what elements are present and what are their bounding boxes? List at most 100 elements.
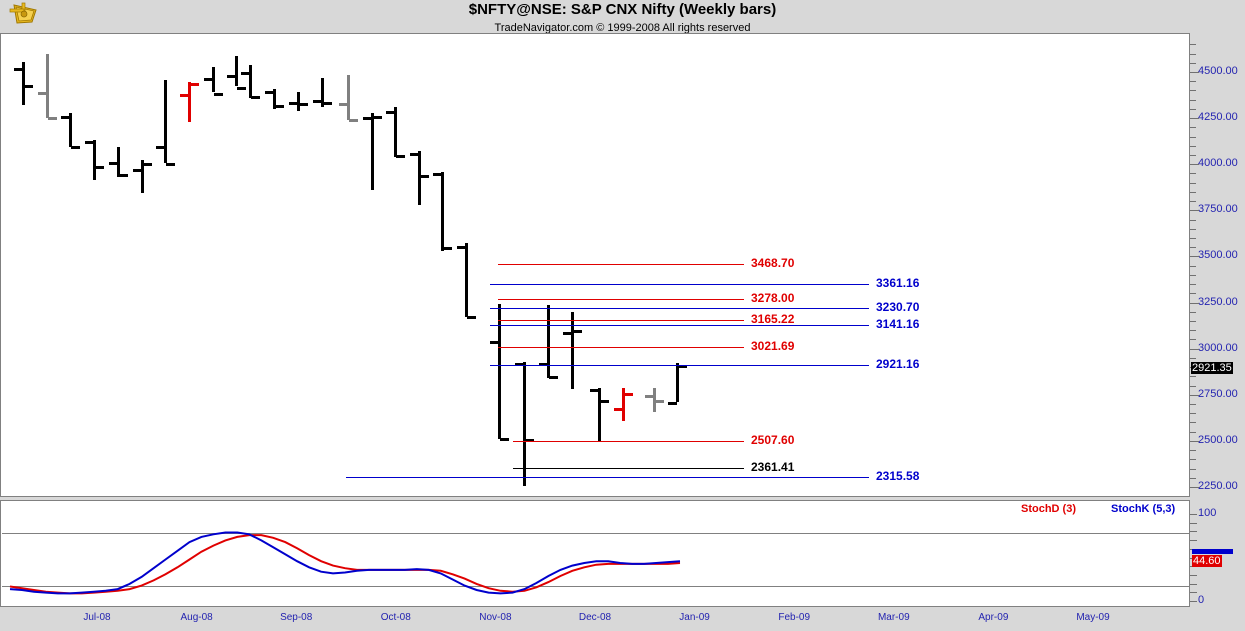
ohlc-close-tick (166, 162, 175, 166)
price-level-line[interactable] (498, 320, 744, 321)
ohlc-bar[interactable] (249, 64, 252, 98)
ohlc-open-tick (313, 99, 322, 103)
ohlc-bar[interactable] (371, 112, 374, 191)
ohlc-bar[interactable] (235, 55, 238, 86)
price-axis-tick (1190, 312, 1196, 313)
price-level-line[interactable] (498, 264, 744, 265)
ohlc-close-tick (549, 376, 558, 380)
price-axis-tick (1190, 155, 1196, 156)
price-level-label: 3165.22 (751, 312, 795, 327)
price-level-line[interactable] (490, 365, 869, 366)
ohlc-bar[interactable] (141, 159, 144, 193)
indicator-axis-tick (1190, 514, 1197, 515)
price-axis-tick (1190, 487, 1199, 488)
price-axis-tick (1190, 173, 1196, 174)
ohlc-bar[interactable] (418, 150, 421, 205)
price-axis-tick (1190, 44, 1196, 45)
price-chart-panel[interactable]: 3468.70 3361.16 3278.00 3230.70 3165.22 3141.… (0, 33, 1190, 530)
ohlc-bar[interactable] (188, 82, 191, 122)
price-level-line[interactable] (490, 325, 869, 326)
price-axis-tick (1190, 192, 1196, 193)
legend-stoch-d: StochD (3) (1021, 503, 1076, 515)
ohlc-bar[interactable] (321, 77, 324, 108)
ohlc-bar[interactable] (441, 171, 444, 252)
ohlc-bar[interactable] (93, 140, 96, 181)
ohlc-close-tick (323, 101, 332, 105)
price-axis-tick (1190, 229, 1196, 230)
ohlc-close-tick (500, 438, 509, 442)
ohlc-bar[interactable] (465, 242, 468, 318)
price-axis-tick (1190, 478, 1196, 479)
price-level-line[interactable] (498, 347, 744, 348)
ohlc-bar[interactable] (347, 74, 350, 121)
ohlc-bar[interactable] (46, 53, 49, 119)
ohlc-bar[interactable] (571, 311, 574, 390)
ohlc-open-tick (204, 77, 213, 81)
price-axis-tick (1190, 469, 1196, 470)
ohlc-bar[interactable] (22, 62, 25, 106)
price-axis-tick (1190, 247, 1196, 248)
ohlc-bar[interactable] (212, 66, 215, 93)
price-axis-tick (1190, 100, 1196, 101)
ohlc-bar[interactable] (523, 361, 526, 487)
ohlc-close-tick (143, 163, 152, 167)
price-level-label: 3468.70 (751, 256, 795, 271)
price-plot-area[interactable]: 3468.70 3361.16 3278.00 3230.70 3165.22 3141.… (2, 35, 1190, 497)
ohlc-close-tick (373, 115, 382, 119)
indicator-axis-tick (1190, 540, 1197, 541)
price-level-label: 3141.16 (876, 316, 920, 331)
ohlc-close-tick (190, 83, 199, 87)
price-axis-tick (1190, 358, 1196, 359)
ohlc-bar[interactable] (498, 303, 501, 440)
price-level-line[interactable] (490, 308, 869, 309)
ohlc-open-tick (133, 168, 142, 172)
price-level-label: 3361.16 (876, 276, 920, 291)
price-axis-tick (1190, 210, 1199, 211)
ohlc-bar[interactable] (547, 304, 550, 379)
price-axis-tick (1190, 238, 1196, 239)
price-axis-label: 4250.00 (1198, 111, 1238, 124)
ohlc-open-tick (14, 68, 23, 72)
price-axis-tick (1190, 54, 1196, 55)
indicator-gridline (2, 586, 1190, 587)
price-level-line[interactable] (490, 284, 869, 285)
ohlc-bar[interactable] (297, 92, 300, 111)
indicator-axis-tick (1190, 592, 1197, 593)
indicator-series-line (9, 534, 681, 595)
price-level-label: 2361.41 (751, 460, 795, 475)
price-axis-tick (1190, 266, 1196, 267)
ohlc-bar[interactable] (622, 388, 625, 421)
price-level-line[interactable] (498, 299, 744, 300)
ohlc-bar[interactable] (273, 88, 276, 110)
price-axis-tick (1190, 459, 1196, 460)
price-axis-tick (1190, 330, 1196, 331)
ohlc-open-tick (38, 92, 47, 96)
ohlc-bar[interactable] (394, 107, 397, 157)
price-axis-tick (1190, 386, 1196, 387)
price-level-line[interactable] (513, 441, 744, 442)
price-axis-label: 2250.00 (1198, 480, 1238, 492)
date-axis-label: Dec-08 (578, 612, 612, 623)
ohlc-bar[interactable] (164, 79, 167, 164)
date-axis-label: Aug-08 (180, 612, 213, 623)
date-axis-label: Apr-09 (978, 612, 1009, 623)
ohlc-open-tick (156, 145, 165, 149)
ohlc-bar[interactable] (676, 362, 679, 403)
stochastic-curves (9, 531, 681, 595)
ohlc-bar[interactable] (69, 112, 72, 147)
price-level-line[interactable] (346, 477, 869, 478)
ohlc-close-tick (95, 166, 104, 170)
ohlc-open-tick (180, 94, 189, 98)
price-axis-tick (1190, 201, 1196, 202)
price-axis-label: 3000.00 (1198, 341, 1238, 354)
indicator-axis-tick (1190, 531, 1197, 532)
price-level-line[interactable] (513, 468, 744, 469)
ohlc-close-tick (443, 247, 452, 251)
price-axis-tick (1190, 127, 1196, 128)
ohlc-bar[interactable] (117, 146, 120, 178)
ohlc-bar[interactable] (598, 388, 601, 442)
stochastic-indicator-panel[interactable]: StochD (3) StochK (5,3) (0, 500, 1190, 607)
ohlc-bar[interactable] (653, 387, 656, 412)
price-axis-tick (1190, 164, 1199, 165)
indicator-plot-area[interactable] (2, 502, 1190, 607)
